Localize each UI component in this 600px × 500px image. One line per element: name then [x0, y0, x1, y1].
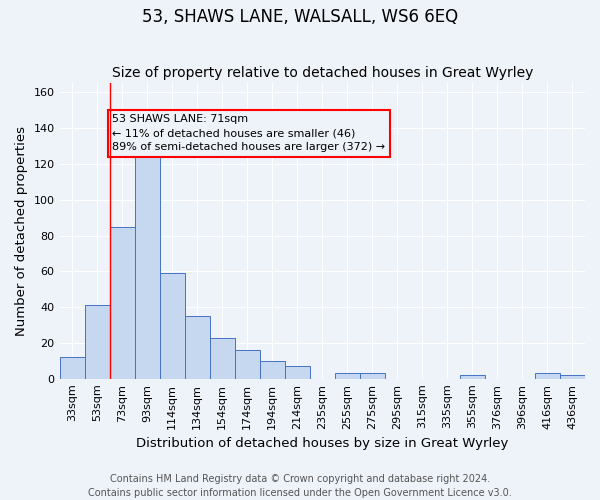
Bar: [535, 374, 560, 379]
Bar: [235, 350, 260, 379]
Bar: [260, 361, 285, 379]
Text: Contains HM Land Registry data © Crown copyright and database right 2024.
Contai: Contains HM Land Registry data © Crown c…: [88, 474, 512, 498]
Title: Size of property relative to detached houses in Great Wyrley: Size of property relative to detached ho…: [112, 66, 533, 80]
Bar: [160, 273, 185, 379]
Bar: [285, 366, 310, 379]
Bar: [560, 375, 585, 379]
Bar: [460, 375, 485, 379]
Bar: [185, 316, 209, 379]
Bar: [59, 358, 85, 379]
Y-axis label: Number of detached properties: Number of detached properties: [15, 126, 28, 336]
Bar: [134, 154, 160, 379]
Bar: [360, 374, 385, 379]
Bar: [335, 374, 360, 379]
Bar: [85, 306, 110, 379]
Bar: [209, 338, 235, 379]
Text: 53 SHAWS LANE: 71sqm
← 11% of detached houses are smaller (46)
89% of semi-detac: 53 SHAWS LANE: 71sqm ← 11% of detached h…: [112, 114, 385, 152]
Text: 53, SHAWS LANE, WALSALL, WS6 6EQ: 53, SHAWS LANE, WALSALL, WS6 6EQ: [142, 8, 458, 26]
Bar: [110, 226, 134, 379]
X-axis label: Distribution of detached houses by size in Great Wyrley: Distribution of detached houses by size …: [136, 437, 508, 450]
